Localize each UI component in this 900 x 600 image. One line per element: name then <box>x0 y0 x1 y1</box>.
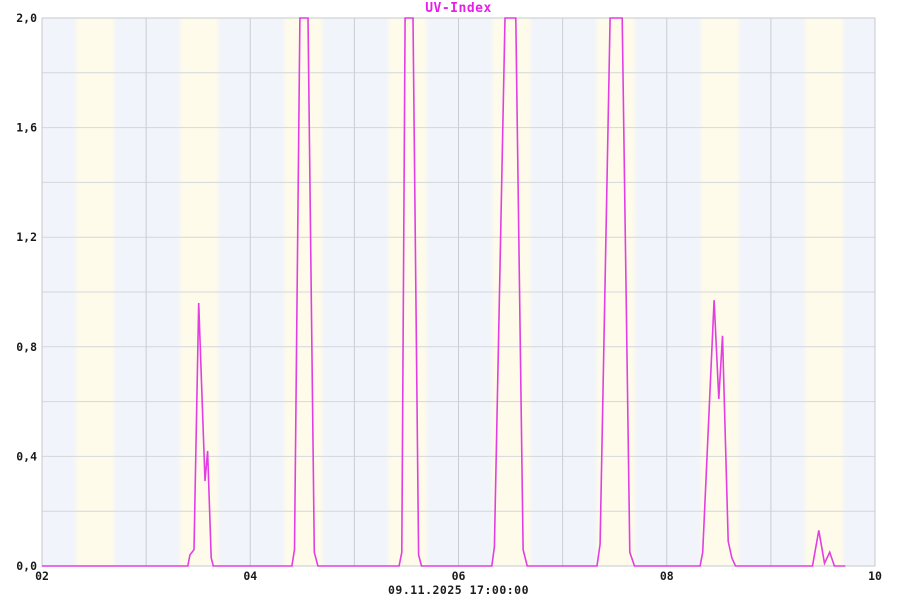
y-tick-label: 1,6 <box>16 121 37 135</box>
uv-index-line <box>42 17 846 567</box>
y-tick-label: 0,8 <box>16 340 37 354</box>
y-tick-label: 0,0 <box>16 559 37 573</box>
timestamp-label: 09.11.2025 17:00:00 <box>387 583 530 597</box>
y-tick-label: 2,0 <box>16 11 37 25</box>
y-tick-label: 0,4 <box>16 449 37 463</box>
x-tick-label: 04 <box>243 569 257 583</box>
x-tick-label: 06 <box>452 569 466 583</box>
x-tick-label: 08 <box>660 569 674 583</box>
x-tick-label: 10 <box>868 569 882 583</box>
y-tick-label: 1,2 <box>16 230 37 244</box>
chart-title: UV-Index <box>425 1 492 16</box>
x-tick-label: 02 <box>35 569 49 583</box>
